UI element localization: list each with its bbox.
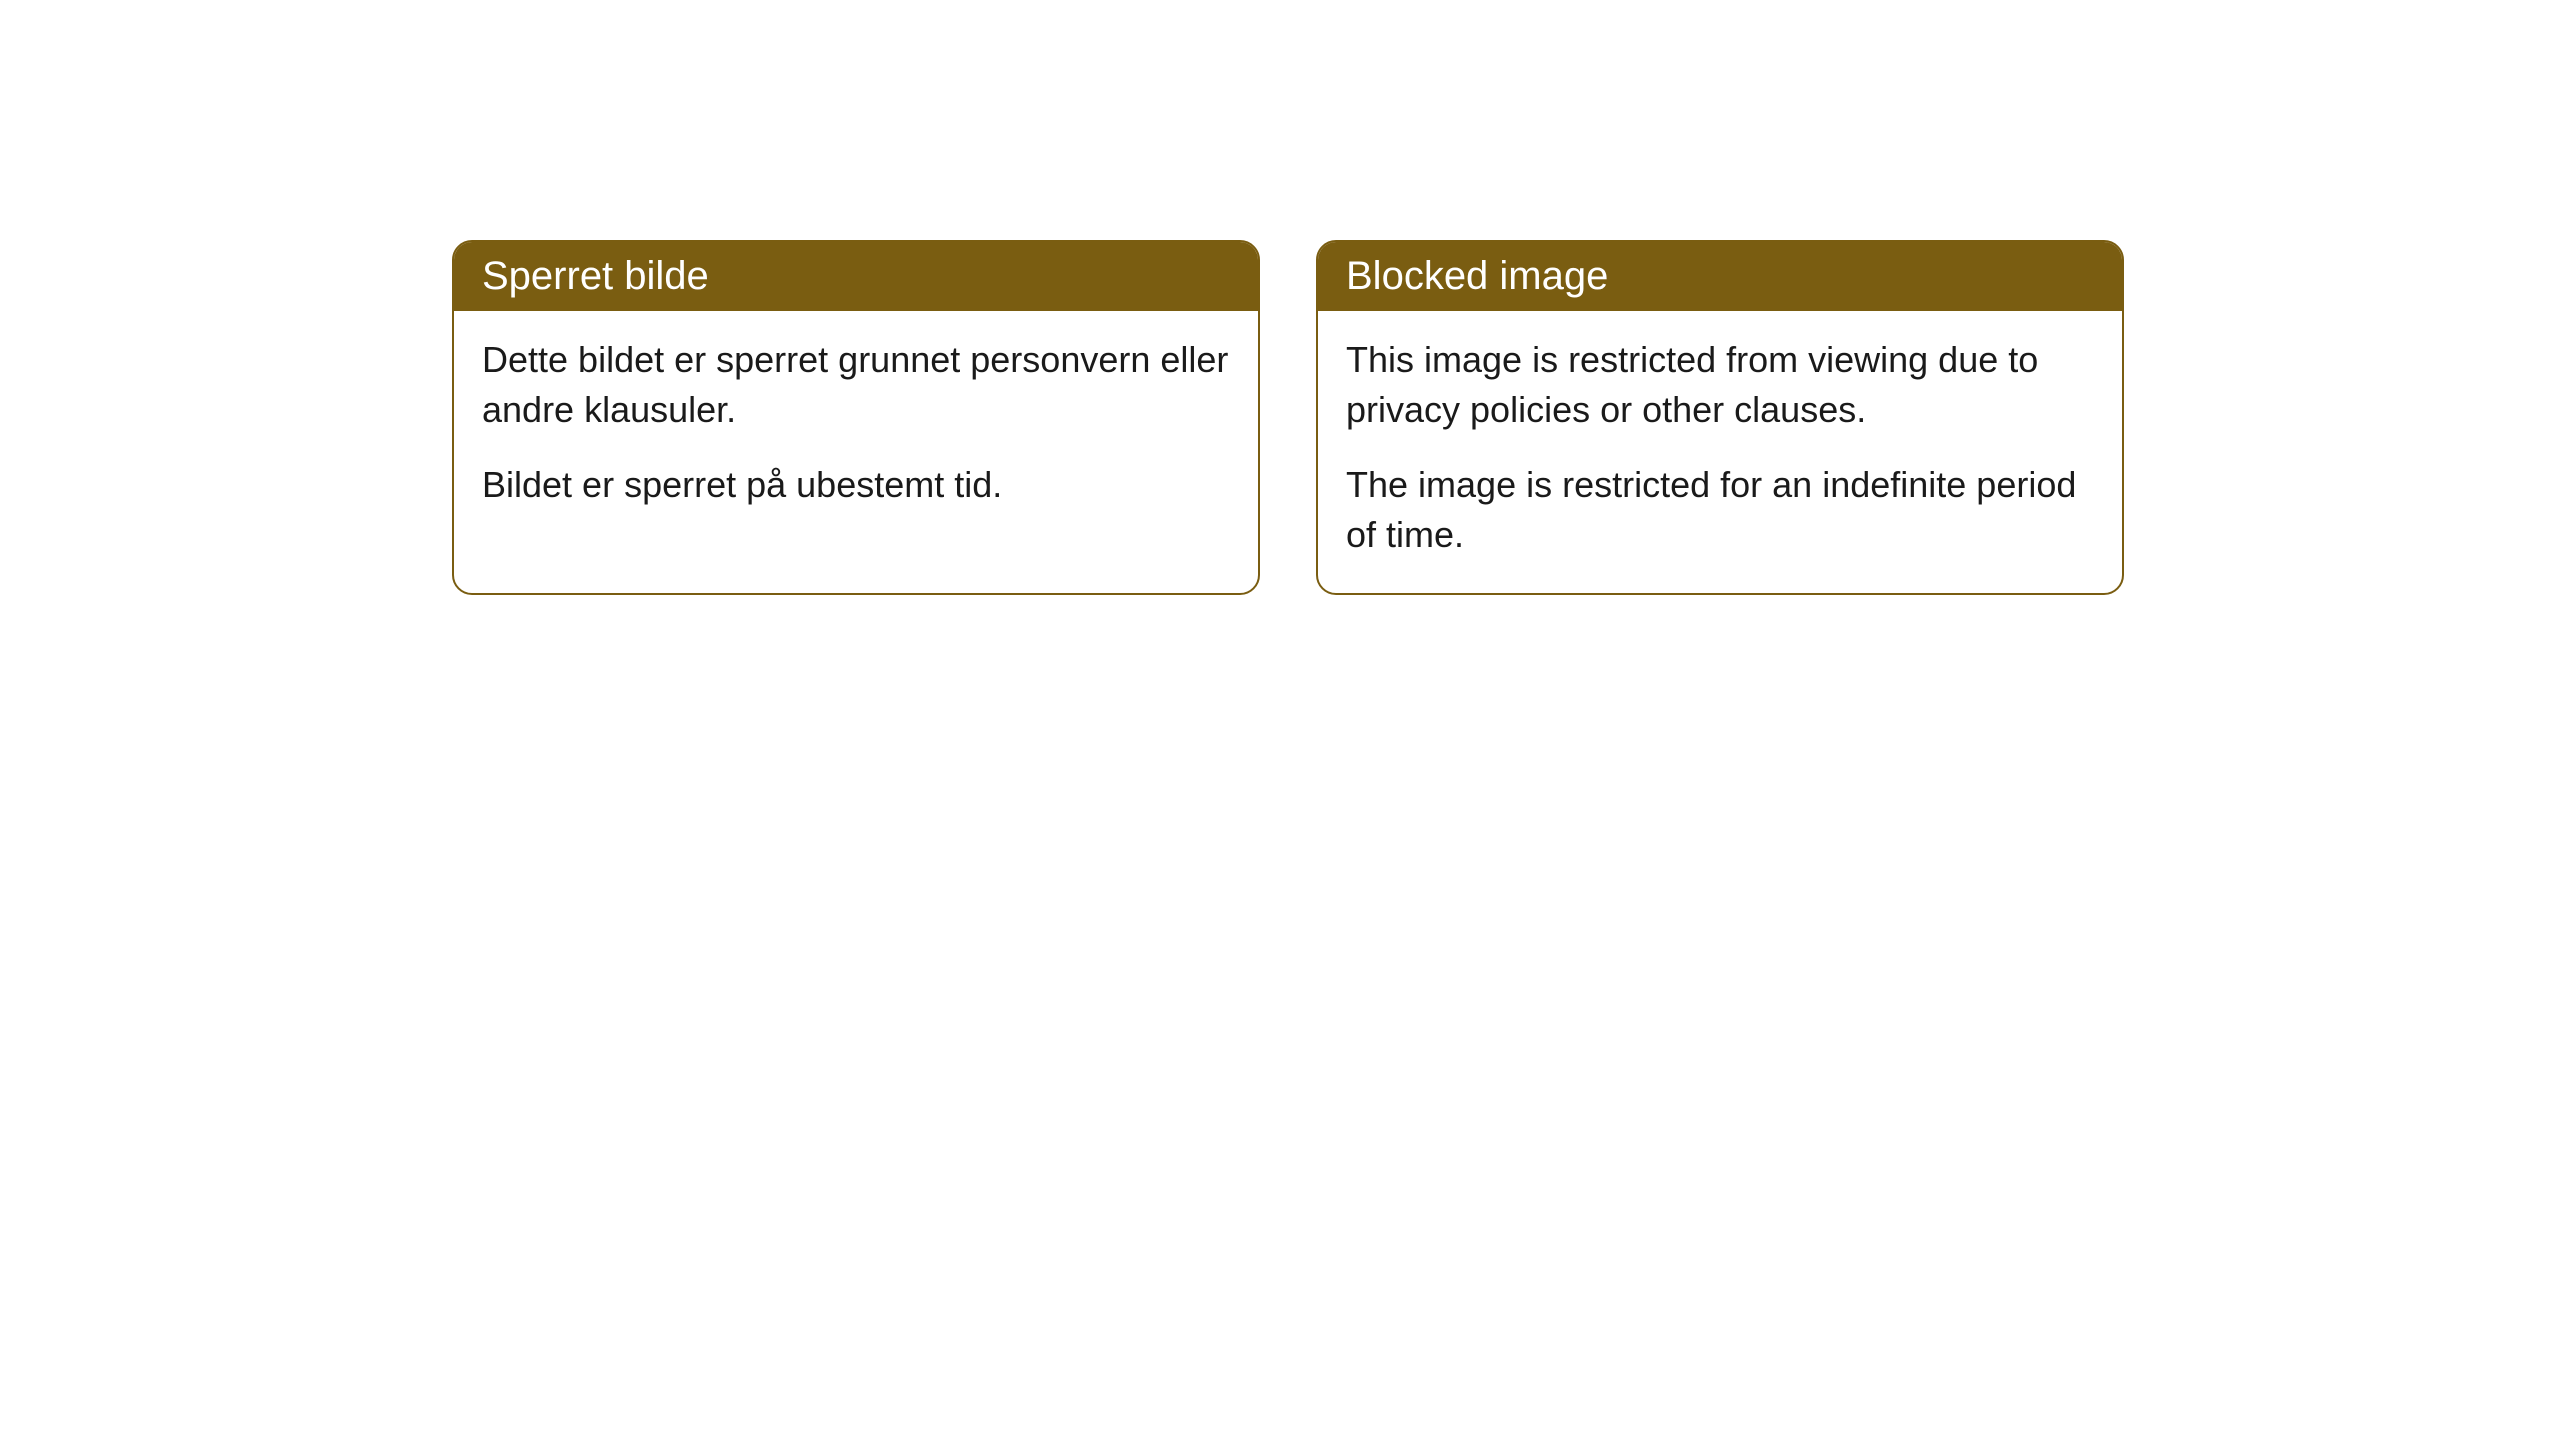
card-body: This image is restricted from viewing du… [1318, 311, 2122, 593]
card-paragraph-2: Bildet er sperret på ubestemt tid. [482, 460, 1230, 510]
card-paragraph-2: The image is restricted for an indefinit… [1346, 460, 2094, 561]
notice-cards-container: Sperret bilde Dette bildet er sperret gr… [452, 240, 2560, 595]
card-title: Blocked image [1346, 254, 1608, 298]
card-body: Dette bildet er sperret grunnet personve… [454, 311, 1258, 542]
blocked-image-card-english: Blocked image This image is restricted f… [1316, 240, 2124, 595]
card-header: Blocked image [1318, 242, 2122, 311]
card-paragraph-1: This image is restricted from viewing du… [1346, 335, 2094, 436]
card-header: Sperret bilde [454, 242, 1258, 311]
blocked-image-card-norwegian: Sperret bilde Dette bildet er sperret gr… [452, 240, 1260, 595]
card-title: Sperret bilde [482, 254, 709, 298]
card-paragraph-1: Dette bildet er sperret grunnet personve… [482, 335, 1230, 436]
